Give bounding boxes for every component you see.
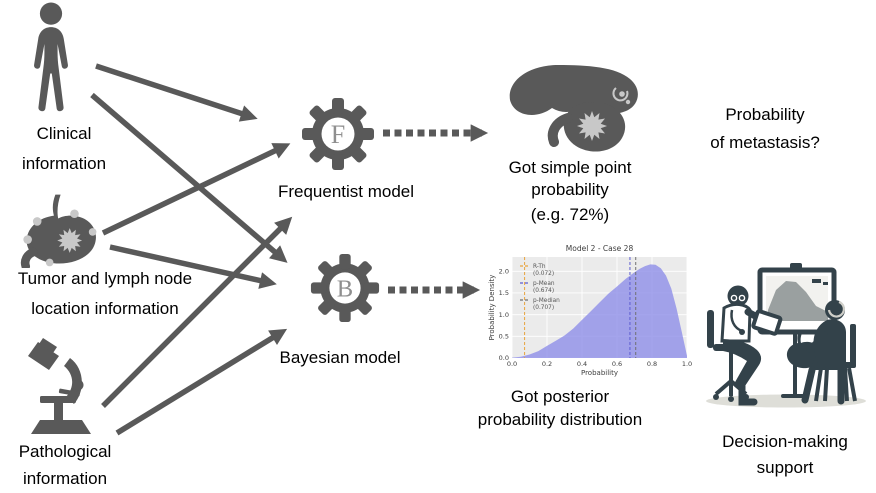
- label-line: of metastasis?: [710, 133, 820, 152]
- chart-title: Model 2 - Case 28: [566, 244, 634, 253]
- svg-text:(0.072): (0.072): [533, 271, 554, 277]
- stomach-glyph: [786, 330, 823, 369]
- arrow-clinical-to-bayesian: [90, 92, 288, 263]
- label-line: probability distribution: [477, 410, 643, 429]
- arrow-clinical-to-frequentist: [95, 63, 258, 122]
- label-line: support: [756, 458, 814, 477]
- arrow-tumor-to-bayesian: [109, 244, 277, 289]
- label-line: Tumor and lymph node: [17, 269, 193, 288]
- arrow-tumor-to-frequentist: [101, 143, 291, 236]
- density-area: [512, 264, 687, 358]
- label-line: Probability: [725, 105, 805, 124]
- svg-text:0.4: 0.4: [577, 360, 587, 368]
- frequentist-gear-letter: F: [331, 120, 345, 149]
- label-line: Got posterior: [510, 387, 610, 406]
- svg-text:(0.674): (0.674): [533, 288, 554, 294]
- svg-text:(0.707): (0.707): [533, 305, 554, 311]
- posterior-chart-svg: Model 2 - Case 28 0.0 0.2 0.4 0.6 0.8 1.0 0.0 0.…: [488, 244, 692, 377]
- point-probability-example: (e.g. 72%): [530, 205, 610, 224]
- person-icon: [34, 2, 68, 112]
- chart-xlabel: Probability: [581, 369, 618, 377]
- svg-text:0.5: 0.5: [499, 333, 509, 341]
- tumor-location-label: Tumor and lymph node location informatio…: [5, 264, 205, 324]
- frequentist-model-label: Frequentist model: [277, 182, 415, 201]
- doctor-figure: [707, 285, 783, 406]
- microscope-icon: [28, 338, 91, 434]
- clinical-information-label: Clinical information: [6, 119, 122, 179]
- svg-text:0.6: 0.6: [612, 360, 622, 368]
- label-line: information: [21, 154, 107, 173]
- legend-entry-label: p-Mean: [533, 281, 555, 287]
- doctor-patient-illustration: [706, 263, 866, 408]
- legend-entry-label: p-Median: [533, 298, 560, 304]
- tumor-starburst: [577, 111, 607, 141]
- label-line: Clinical: [36, 124, 92, 143]
- posterior-output-label: Got posterior probability distribution: [470, 385, 650, 431]
- label-line: location information: [31, 299, 179, 318]
- svg-text:0.8: 0.8: [647, 360, 657, 368]
- svg-text:1.5: 1.5: [499, 289, 509, 297]
- label-line: probability: [531, 180, 609, 199]
- frequentist-gear-icon: F: [302, 98, 374, 170]
- svg-text:2.0: 2.0: [499, 268, 509, 276]
- label-line: Got simple point: [508, 158, 632, 177]
- label-line: Pathological: [18, 442, 112, 461]
- point-probability-label: Got simple point probability: [488, 157, 652, 201]
- label-line: Decision-making: [722, 432, 848, 451]
- tumor-starburst: [57, 228, 83, 253]
- arrow-pathology-to-bayesian: [115, 328, 288, 436]
- svg-text:0.0: 0.0: [499, 354, 509, 362]
- liver-metastasis-icon: [509, 65, 638, 152]
- legend-entry-label: R-Th: [533, 264, 546, 270]
- bayesian-model-label: Bayesian model: [279, 348, 401, 367]
- svg-text:1.0: 1.0: [499, 311, 509, 319]
- pathological-information-label: Pathological information: [3, 438, 127, 492]
- question-label: Probability of metastasis?: [690, 101, 840, 157]
- svg-text:0.0: 0.0: [507, 360, 517, 368]
- chart-ylabel: Probability Density: [488, 275, 496, 341]
- svg-text:1.0: 1.0: [682, 360, 692, 368]
- stomach-icon: [20, 194, 97, 268]
- bayesian-gear-letter: B: [337, 276, 353, 303]
- bayesian-gear-icon: B: [310, 253, 380, 323]
- patient-figure: [801, 300, 857, 405]
- decision-support-label: Decision-making support: [700, 429, 870, 481]
- board-chart-curve: [768, 281, 828, 321]
- posterior-chart: Model 2 - Case 28 0.0 0.2 0.4 0.6 0.8 1.0 0.0 0.…: [486, 240, 700, 380]
- label-line: information: [22, 469, 108, 488]
- arrow-pathology-to-frequentist: [101, 216, 293, 408]
- svg-text:0.2: 0.2: [542, 360, 552, 368]
